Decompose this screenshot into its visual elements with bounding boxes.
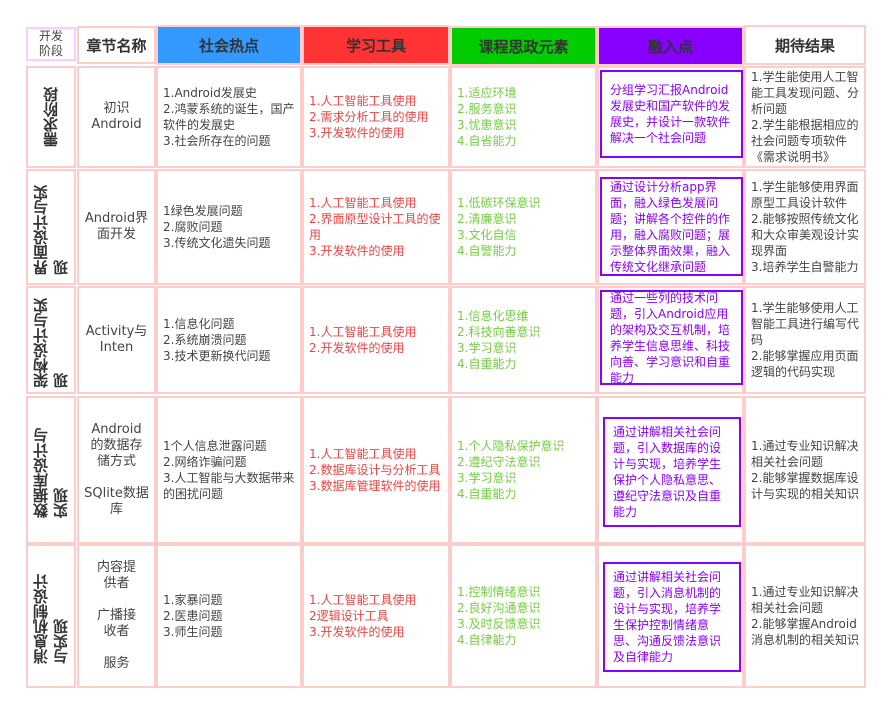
row-stage: 消息机制设计与实现 [26,544,76,688]
row-stage: 界面设计与实现 [26,169,76,285]
row-social: 1绿色发展问题 2.腐败问题 3.传统文化遗失问题 [156,169,302,285]
row-fusion-cell [597,396,744,544]
row-social: 1.家暴问题 2.医患问题 3.师生问题 [156,544,302,688]
header-col-1-text: 学习工具 [345,36,406,55]
row-fusion-cell [597,66,744,168]
fusion-text: 通过设计分析app界面，融入绿色发展问题；讲解各个控件的作用，融入腐败问题；展示… [610,179,731,274]
row-chapter: Android 的数据存 储方式 SQlite数据 库 [77,396,156,544]
fusion-box: 分组学习汇报Android发展史和国产软件的发展史，并设计一款软件解决一个社会问… [600,70,743,158]
fusion-text: 分组学习汇报Android发展史和国产软件的发展史，并设计一款软件解决一个社会问… [610,83,731,145]
header-col-4: 期待结果 [744,25,866,65]
fusion-box: 通过一些列的技术问题，引入Android应用的架构及交互机制，培养学生信息思维、… [600,290,743,385]
row-ideology-text: 1.低碳环保意识 2.清廉意识 3.文化自信 4.自警能力 [457,196,541,258]
row-tools-text: 1.人工智能工具使用 2.界面原型设计工具的使用 3.开发软件的使用 [309,196,441,258]
row-result: 1.通过专业知识解决相关社会问题 2.能够掌握数据库设计与实现的相关知识 [744,396,866,544]
header-col-2: 课程思政元素 [450,26,597,66]
row-result: 1.学生能使用人工智能工具发现问题、分析问题 2.学生能根据相应的社会问题专项软… [744,66,866,168]
fusion-text: 通过讲解相关社会问题，引入数据库的设计与实现，培养学生保护个人隐私意思、遵纪守法… [613,425,722,519]
row-social-text: 1绿色发展问题 2.腐败问题 3.传统文化遗失问题 [163,204,271,250]
row-fusion-cell [597,286,744,394]
row-tools: 1.人工智能工具使用 2.数据库设计与分析工具 3.数据库管理软件的使用 [302,396,450,544]
fusion-box: 通过讲解相关社会问题，引入消息机制的设计与实现，培养学生保护控制情绪意思、沟通反… [603,562,741,672]
row-stage: 架构设计与实现 [26,286,76,394]
header-stage-text: 开发 阶段 [38,29,63,58]
row-tools-text: 1.人工智能工具使用 2.需求分析工具的使用 3.开发软件的使用 [309,94,429,140]
row-stage-text: 消息机制设计与实现 [32,574,70,664]
fusion-box: 通过设计分析app界面，融入绿色发展问题；讲解各个控件的作用，融入腐败问题；展示… [600,177,743,276]
row-stage-text: 架构设计与实现 [32,298,70,388]
row-ideology-text: 1.信息化思维 2.科技向善意识 3.学习意识 4.自重能力 [457,309,541,371]
header-col-4-text: 期待结果 [774,36,835,55]
row-result-text: 1.学生能够使用人工智能工具进行编写代码 2.能够掌握应用页面逻辑的代码实现 [751,301,860,379]
header-chapter: 章节名称 [77,26,156,64]
row-result-text: 1.通过专业知识解决相关社会问题 2.能够掌握Android消息机制的相关知识 [751,585,860,647]
row-chapter: Android界 面开发 [77,169,156,285]
row-chapter-text: 内容提 供者 广播接 收者 服务 [96,560,136,671]
row-social: 1.信息化问题 2.系统崩溃问题 3.技术更新换代问题 [156,286,302,394]
row-chapter: 内容提 供者 广播接 收者 服务 [77,544,156,688]
fusion-text: 通过讲解相关社会问题，引入消息机制的设计与实现，培养学生保护控制情绪意思、沟通反… [613,570,722,664]
row-ideology-text: 1.控制情绪意识 2.良好沟通意识 3.及时反馈意识 4.自律能力 [457,585,541,647]
row-result-text: 1.学生能够使用界面原型工具设计软件 2.能够按照传统文化和大众审美观设计实现界… [751,180,860,274]
header-col-1: 学习工具 [302,25,450,65]
row-tools: 1.人工智能工具使用 2.需求分析工具的使用 3.开发软件的使用 [302,66,450,168]
row-chapter-text: Android界 面开发 [84,211,149,242]
fusion-text: 通过一些列的技术问题，引入Android应用的架构及交互机制，培养学生信息思维、… [610,290,731,385]
header-col-2-text: 课程思政元素 [478,37,569,56]
row-chapter: Activity与 Inten [77,286,156,394]
row-stage-text: 需求阶段 [42,87,60,147]
header-chapter-text: 章节名称 [86,36,147,55]
header-col-3-text: 融入点 [647,37,693,56]
header-col-3: 融入点 [597,26,744,66]
row-ideology: 1.适应环境 2.服务意识 3.忧患意识 4.自省能力 [450,66,597,168]
row-ideology: 1.低碳环保意识 2.清廉意识 3.文化自信 4.自警能力 [450,169,597,285]
row-social-text: 1.家暴问题 2.医患问题 3.师生问题 [163,593,223,639]
row-tools: 1.人工智能工具使用 2.界面原型设计工具的使用 3.开发软件的使用 [302,169,450,285]
row-chapter: 初识 Android [77,66,156,168]
row-social-text: 1.信息化问题 2.系统崩溃问题 3.技术更新换代问题 [163,317,271,363]
row-stage-text: 界面设计与实现 [32,185,70,275]
row-social-text: 1个人信息泄露问题 2.网络诈骗问题 3.人工智能与大数据带来的困扰问题 [163,439,295,501]
row-result: 1.学生能够使用界面原型工具设计软件 2.能够按照传统文化和大众审美观设计实现界… [744,169,866,285]
row-ideology-text: 1.个人隐私保护意识 2.遵纪守法意识 3.学习意识 4.自重能力 [457,439,565,501]
row-stage-text: 数据库设计与实现 [32,428,70,518]
row-result: 1.通过专业知识解决相关社会问题 2.能够掌握Android消息机制的相关知识 [744,544,866,688]
header-col-0-text: 社会热点 [198,36,259,55]
row-result: 1.学生能够使用人工智能工具进行编写代码 2.能够掌握应用页面逻辑的代码实现 [744,286,866,394]
row-result-text: 1.通过专业知识解决相关社会问题 2.能够掌握数据库设计与实现的相关知识 [751,439,860,501]
row-ideology: 1.信息化思维 2.科技向善意识 3.学习意识 4.自重能力 [450,286,597,394]
row-chapter-text: Activity与 Inten [85,324,148,355]
row-tools-text: 1.人工智能工具使用 2.数据库设计与分析工具 3.数据库管理软件的使用 [309,447,441,493]
header-stage: 开发 阶段 [26,27,76,61]
header-col-0: 社会热点 [156,25,302,65]
row-stage: 需求阶段 [26,66,76,168]
row-ideology: 1.控制情绪意识 2.良好沟通意识 3.及时反馈意识 4.自律能力 [450,544,597,688]
row-fusion-cell [597,544,744,688]
row-ideology: 1.个人隐私保护意识 2.遵纪守法意识 3.学习意识 4.自重能力 [450,396,597,544]
row-social: 1个人信息泄露问题 2.网络诈骗问题 3.人工智能与大数据带来的困扰问题 [156,396,302,544]
fusion-box: 通过讲解相关社会问题，引入数据库的设计与实现，培养学生保护个人隐私意思、遵纪守法… [603,417,741,527]
row-social: 1.Android发展史 2.鸿蒙系统的诞生，国产软件的发展史 3.社会所存在的… [156,66,302,168]
row-tools: 1.人工智能工具使用 2逻辑设计工具 3.开发软件的使用 [302,544,450,688]
row-social-text: 1.Android发展史 2.鸿蒙系统的诞生，国产软件的发展史 3.社会所存在的… [163,86,295,148]
row-chapter-text: 初识 Android [91,101,142,132]
row-stage: 数据库设计与实现 [26,396,76,544]
row-ideology-text: 1.适应环境 2.服务意识 3.忧患意识 4.自省能力 [457,86,517,148]
row-tools-text: 1.人工智能工具使用 2逻辑设计工具 3.开发软件的使用 [309,593,417,639]
row-tools-text: 1.人工智能工具使用 2.开发软件的使用 [309,325,417,355]
row-fusion-cell [597,169,744,285]
row-tools: 1.人工智能工具使用 2.开发软件的使用 [302,286,450,394]
row-chapter-text: Android 的数据存 储方式 SQlite数据 库 [84,422,149,517]
row-result-text: 1.学生能使用人工智能工具发现问题、分析问题 2.学生能根据相应的社会问题专项软… [751,70,860,164]
